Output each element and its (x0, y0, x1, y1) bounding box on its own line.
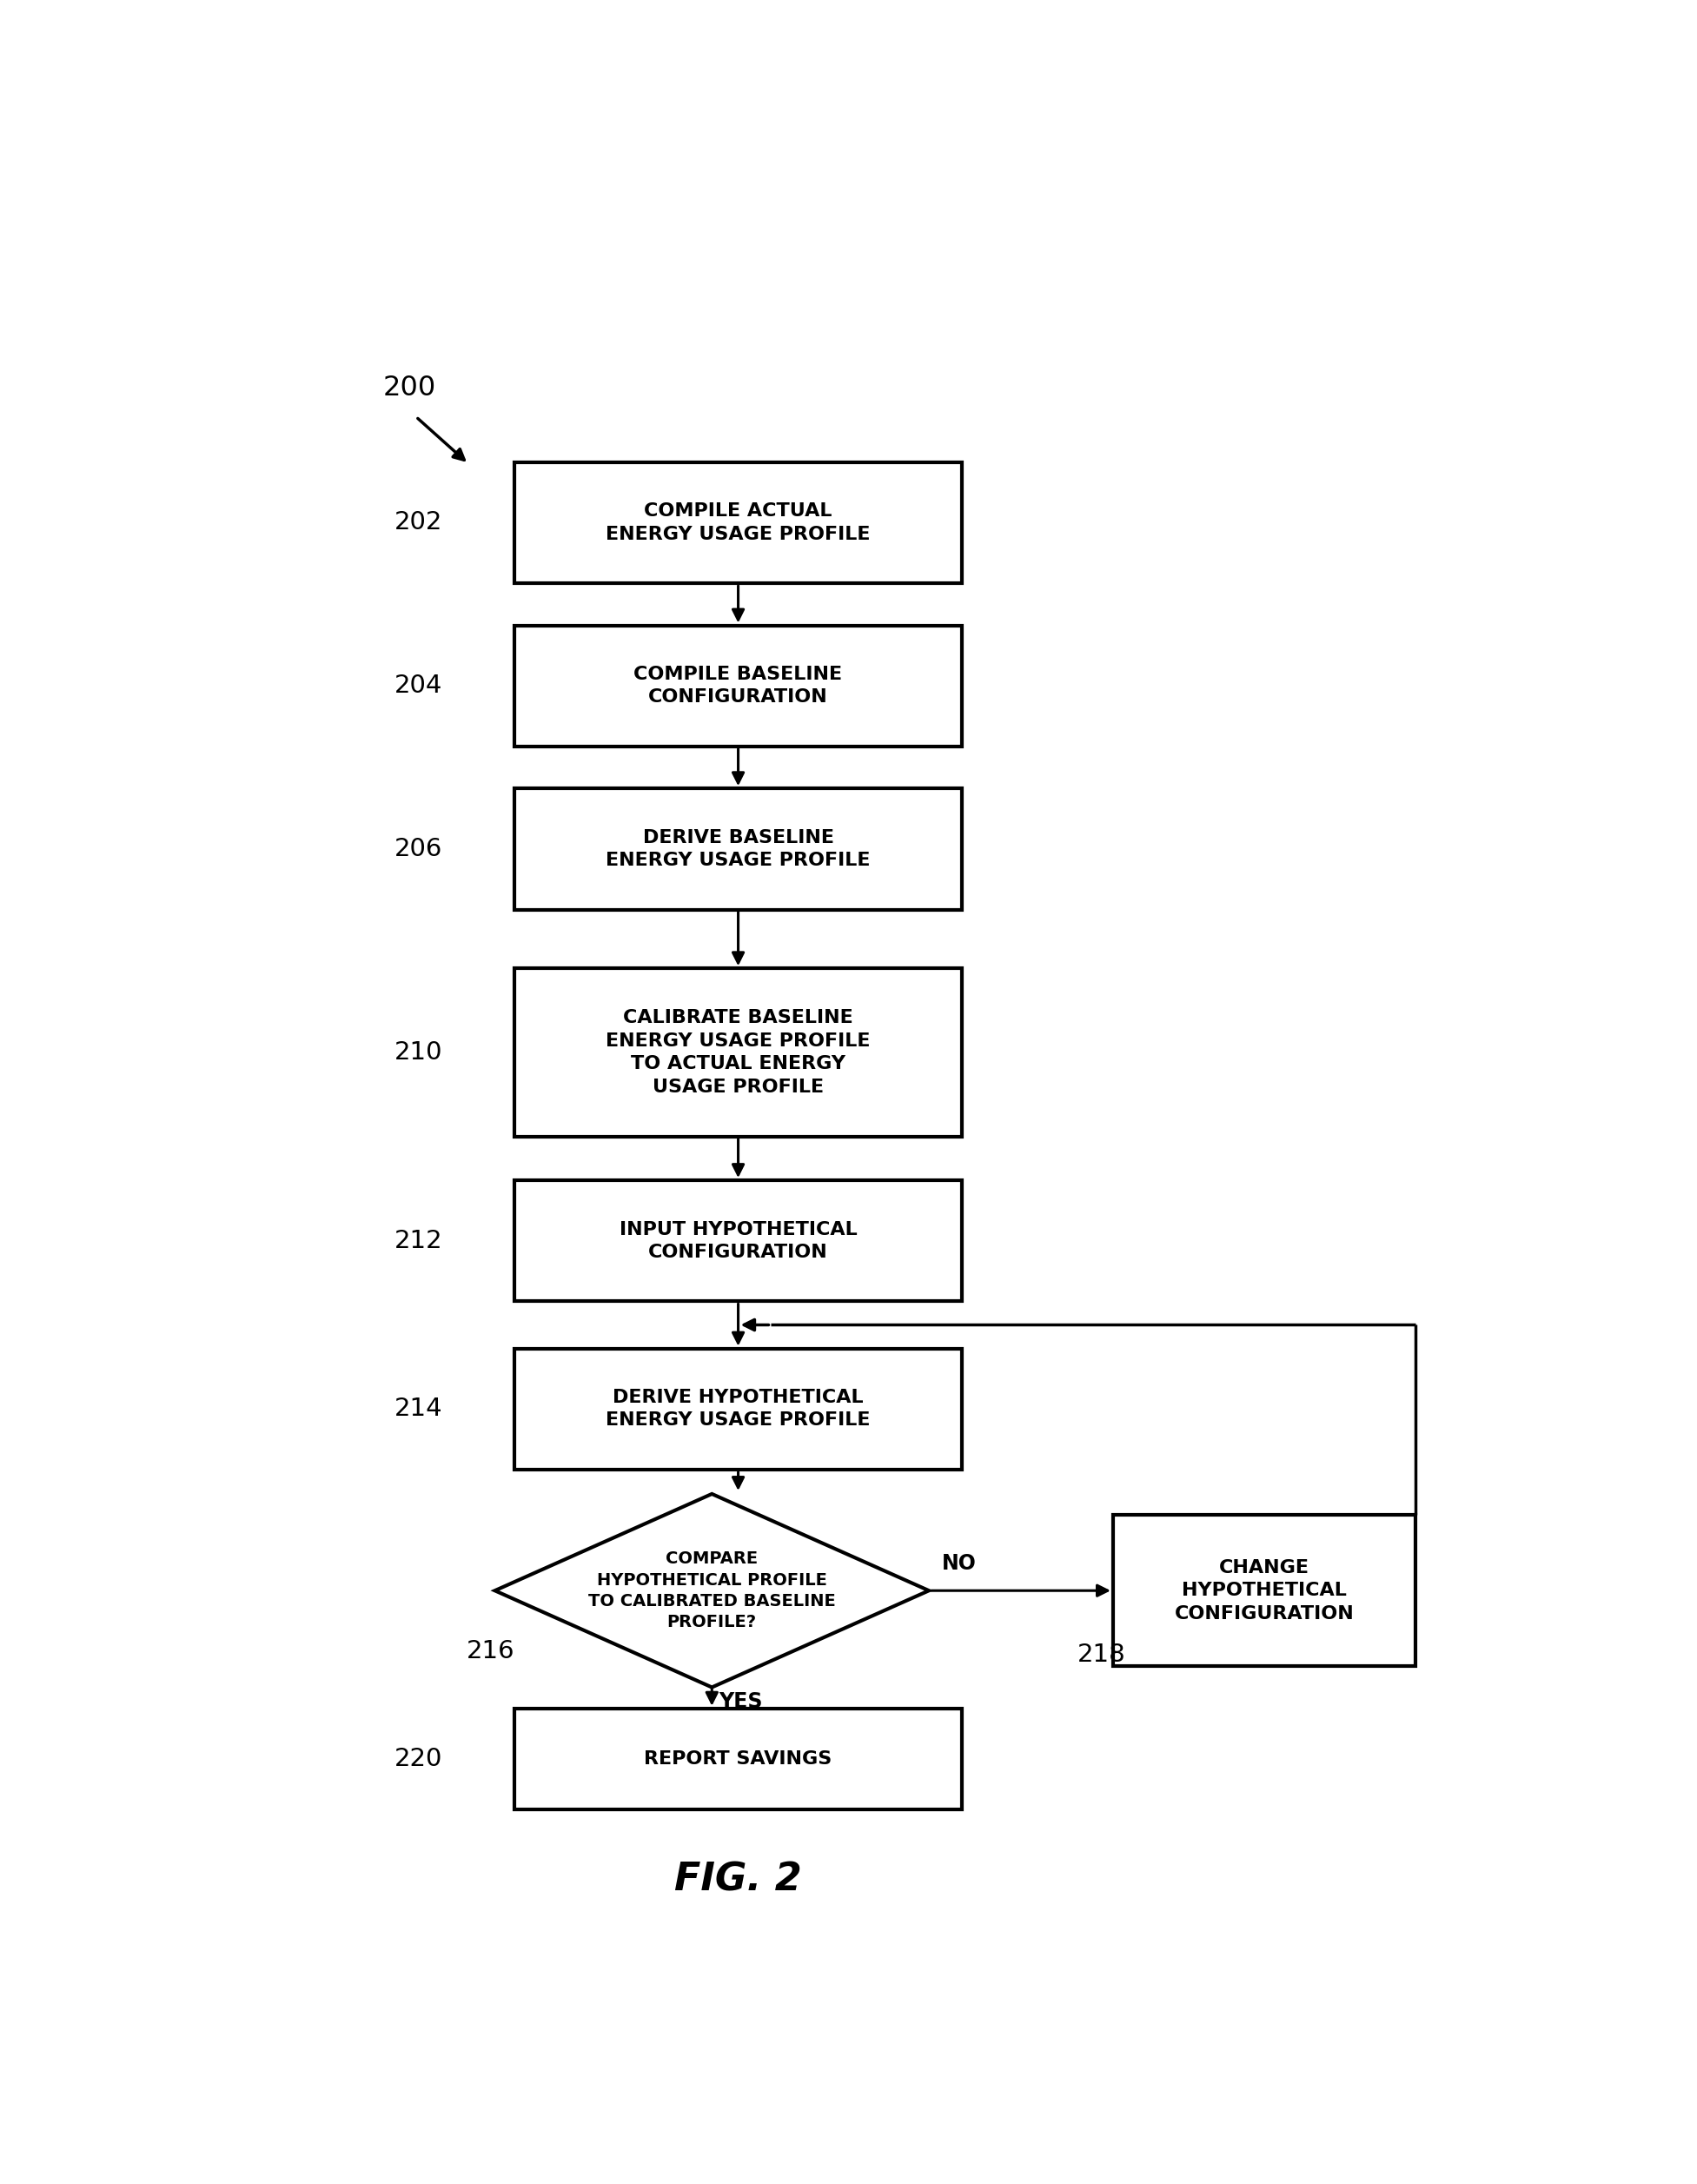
FancyBboxPatch shape (514, 788, 962, 909)
Polygon shape (496, 1494, 928, 1688)
FancyBboxPatch shape (514, 968, 962, 1136)
Text: 218: 218 (1078, 1642, 1127, 1666)
Text: REPORT SAVINGS: REPORT SAVINGS (645, 1749, 832, 1767)
Text: 202: 202 (394, 511, 443, 535)
Text: 206: 206 (394, 836, 443, 860)
Text: COMPILE ACTUAL
ENERGY USAGE PROFILE: COMPILE ACTUAL ENERGY USAGE PROFILE (606, 502, 871, 544)
Text: 210: 210 (394, 1040, 443, 1064)
Text: 220: 220 (394, 1747, 443, 1771)
Text: 212: 212 (394, 1230, 443, 1254)
Text: 216: 216 (467, 1638, 514, 1664)
FancyBboxPatch shape (514, 463, 962, 583)
FancyBboxPatch shape (514, 1179, 962, 1302)
Text: 200: 200 (384, 376, 436, 402)
FancyBboxPatch shape (514, 625, 962, 747)
Text: DERIVE BASELINE
ENERGY USAGE PROFILE: DERIVE BASELINE ENERGY USAGE PROFILE (606, 828, 871, 869)
Text: COMPILE BASELINE
CONFIGURATION: COMPILE BASELINE CONFIGURATION (635, 666, 842, 705)
Text: DERIVE HYPOTHETICAL
ENERGY USAGE PROFILE: DERIVE HYPOTHETICAL ENERGY USAGE PROFILE (606, 1389, 871, 1428)
Text: COMPARE
HYPOTHETICAL PROFILE
TO CALIBRATED BASELINE
PROFILE?: COMPARE HYPOTHETICAL PROFILE TO CALIBRAT… (589, 1551, 835, 1631)
Text: FIG. 2: FIG. 2 (674, 1861, 803, 1898)
Text: CALIBRATE BASELINE
ENERGY USAGE PROFILE
TO ACTUAL ENERGY
USAGE PROFILE: CALIBRATE BASELINE ENERGY USAGE PROFILE … (606, 1009, 871, 1096)
Text: 204: 204 (394, 673, 443, 699)
FancyBboxPatch shape (1113, 1516, 1415, 1666)
FancyBboxPatch shape (514, 1348, 962, 1470)
Text: 214: 214 (394, 1398, 443, 1422)
Text: YES: YES (718, 1693, 762, 1712)
Text: CHANGE
HYPOTHETICAL
CONFIGURATION: CHANGE HYPOTHETICAL CONFIGURATION (1174, 1559, 1354, 1623)
Text: NO: NO (942, 1553, 977, 1575)
FancyBboxPatch shape (514, 1708, 962, 1808)
Text: INPUT HYPOTHETICAL
CONFIGURATION: INPUT HYPOTHETICAL CONFIGURATION (619, 1221, 857, 1260)
